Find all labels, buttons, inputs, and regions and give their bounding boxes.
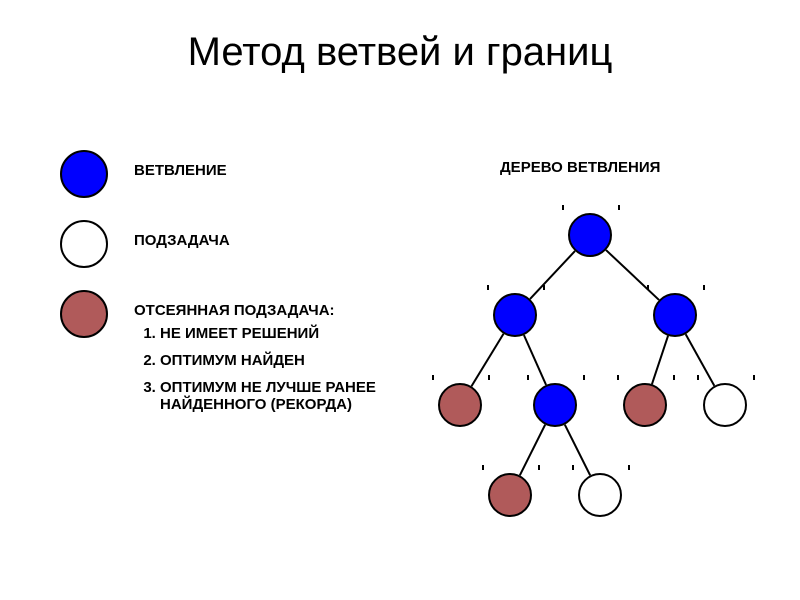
tick-mark xyxy=(673,375,675,380)
legend-label-branching: ВЕТВЛЕНИЕ xyxy=(134,150,227,179)
slide: Метод ветвей и границ ВЕТВЛЕНИЕ ПОДЗАДАЧ… xyxy=(0,0,800,600)
pruned-reasons-list: НЕ ИМЕЕТ РЕШЕНИЙ ОПТИМУМ НАЙДЕН ОПТИМУМ … xyxy=(134,325,400,413)
legend-label-pruned: ОТСЕЯННАЯ ПОДЗАДАЧА: xyxy=(134,302,400,319)
pruned-reason: ОПТИМУМ НАЙДЕН xyxy=(160,352,400,369)
tick-mark xyxy=(618,205,620,210)
tree-node-subtask xyxy=(703,383,747,427)
tick-mark xyxy=(572,465,574,470)
tick-mark xyxy=(482,465,484,470)
tree-node-pruned xyxy=(488,473,532,517)
tick-mark xyxy=(703,285,705,290)
tick-mark xyxy=(488,375,490,380)
tick-mark xyxy=(538,465,540,470)
legend-swatch-subtask xyxy=(60,220,108,268)
tree-edge xyxy=(565,425,590,476)
tick-mark xyxy=(527,375,529,380)
tree-diagram xyxy=(410,205,770,525)
tree-title: ДЕРЕВО ВЕТВЛЕНИЯ xyxy=(500,159,660,176)
tree-node-branching xyxy=(493,293,537,337)
tree-edge xyxy=(530,251,575,299)
tree-node-subtask xyxy=(578,473,622,517)
tick-mark xyxy=(562,205,564,210)
tick-mark xyxy=(628,465,630,470)
legend-swatch-branching xyxy=(60,150,108,198)
tick-mark xyxy=(697,375,699,380)
tree-node-pruned xyxy=(623,383,667,427)
tree-node-pruned xyxy=(438,383,482,427)
tick-mark xyxy=(487,285,489,290)
tick-mark xyxy=(583,375,585,380)
pruned-reason: НЕ ИМЕЕТ РЕШЕНИЙ xyxy=(160,325,400,342)
tree-edge xyxy=(652,336,668,384)
legend: ВЕТВЛЕНИЕ ПОДЗАДАЧА ОТСЕЯННАЯ ПОДЗАДАЧА:… xyxy=(60,150,400,429)
tick-mark xyxy=(753,375,755,380)
tick-mark xyxy=(543,285,545,290)
tree-edge xyxy=(606,250,659,300)
tree-node-branching xyxy=(653,293,697,337)
legend-item-subtask: ПОДЗАДАЧА xyxy=(60,220,400,268)
slide-title: Метод ветвей и границ xyxy=(0,30,800,75)
tree-node-branching xyxy=(568,213,612,257)
legend-item-pruned: ОТСЕЯННАЯ ПОДЗАДАЧА: НЕ ИМЕЕТ РЕШЕНИЙ ОП… xyxy=(60,290,400,423)
pruned-reason: ОПТИМУМ НЕ ЛУЧШЕ РАНЕЕ НАЙДЕННОГО (РЕКОР… xyxy=(160,379,400,413)
tick-mark xyxy=(647,285,649,290)
legend-swatch-pruned xyxy=(60,290,108,338)
tree-edge xyxy=(520,425,545,476)
legend-label-subtask: ПОДЗАДАЧА xyxy=(134,220,230,249)
tree-node-branching xyxy=(533,383,577,427)
tick-mark xyxy=(432,375,434,380)
tick-mark xyxy=(617,375,619,380)
tree-edge xyxy=(686,334,715,386)
legend-item-branching: ВЕТВЛЕНИЕ xyxy=(60,150,400,198)
